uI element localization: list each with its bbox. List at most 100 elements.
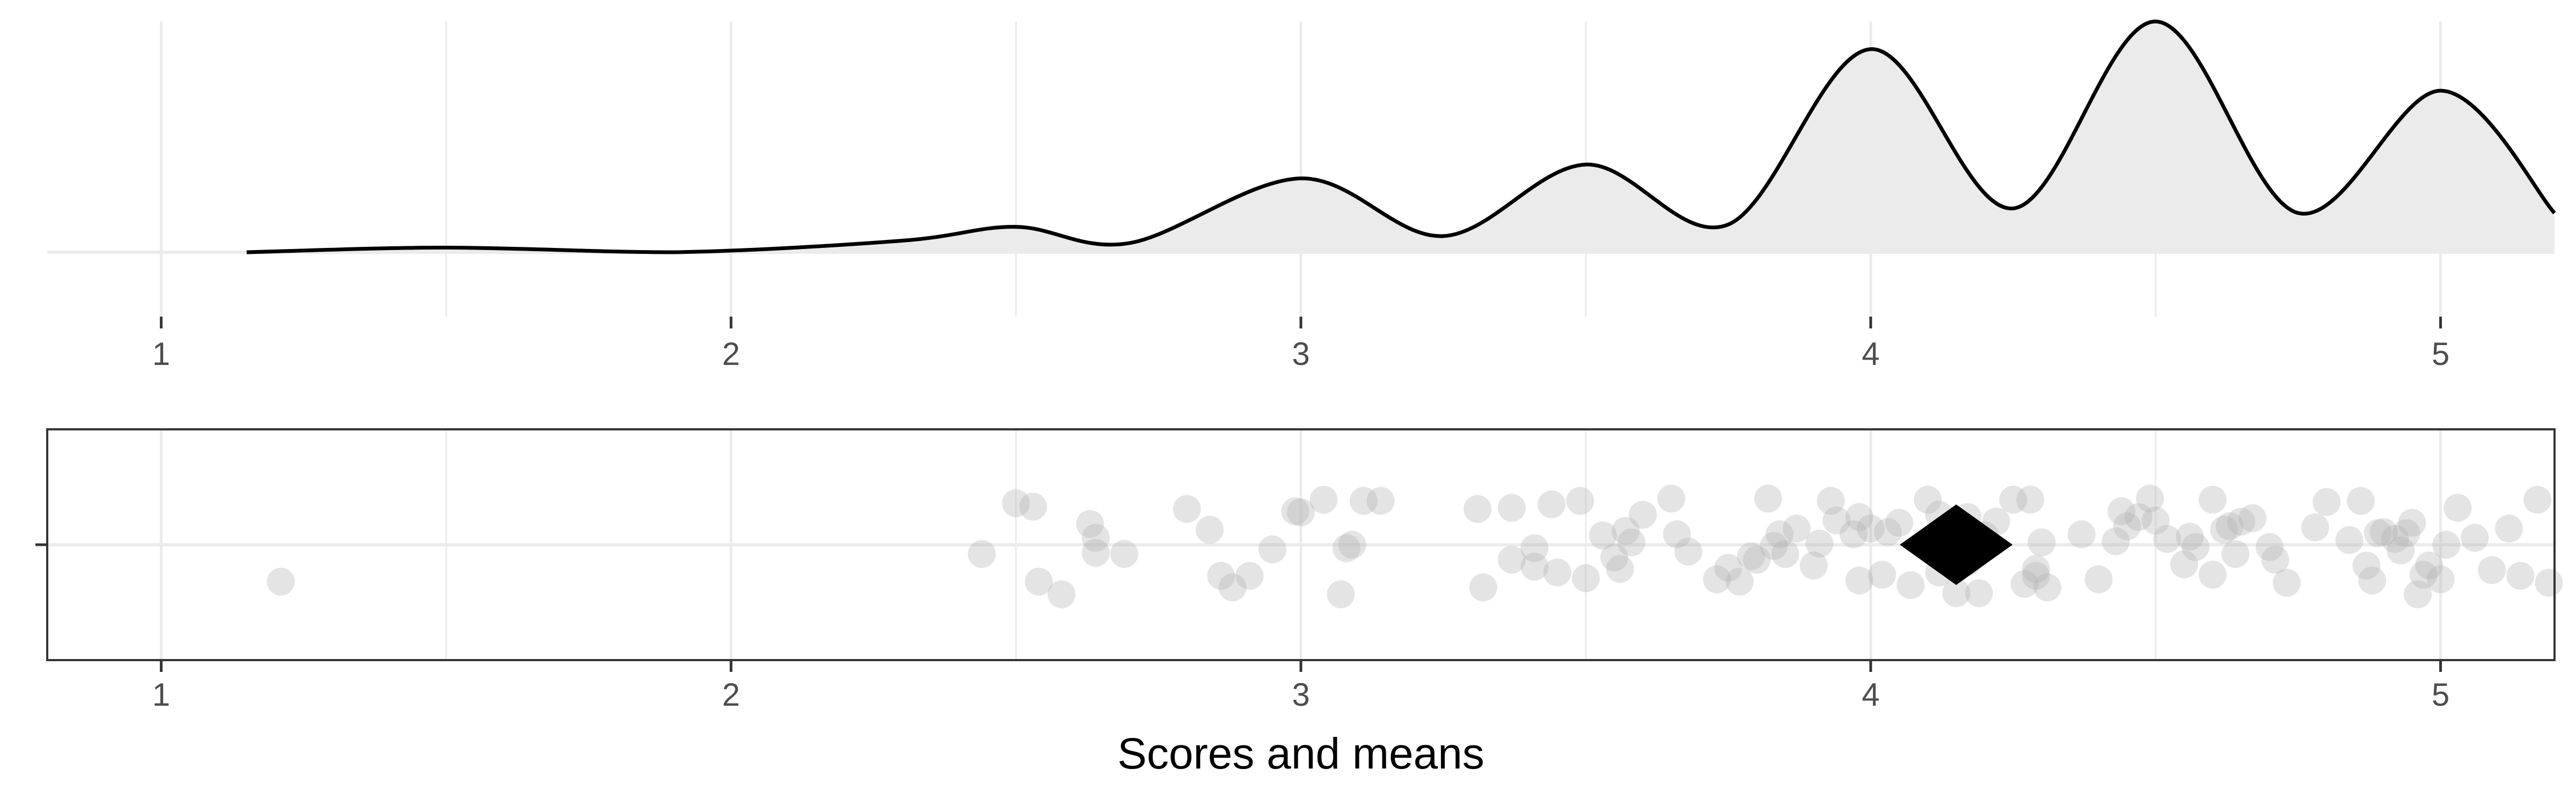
data-point — [2381, 525, 2409, 553]
data-point — [1674, 537, 1703, 566]
density-x-tick-label: 3 — [1292, 336, 1309, 372]
data-point — [1760, 532, 1788, 560]
data-point — [1349, 487, 1378, 515]
data-point — [2461, 524, 2489, 552]
data-point — [1366, 487, 1395, 515]
data-point — [2210, 516, 2238, 544]
data-point — [1856, 514, 1885, 543]
data-point — [1703, 565, 1731, 594]
data-point — [1612, 517, 1640, 545]
data-point — [1897, 571, 1925, 599]
data-point — [2176, 522, 2204, 551]
data-point — [1258, 535, 1286, 564]
data-point — [1081, 539, 1110, 567]
data-point — [2141, 506, 2170, 535]
data-point — [1817, 487, 1845, 515]
data-point — [1566, 487, 1594, 515]
data-point — [1714, 554, 1743, 582]
data-point — [1771, 540, 1799, 568]
data-point — [1048, 580, 1076, 609]
scatter-x-tick-label: 4 — [1862, 677, 1879, 713]
data-point — [2392, 519, 2420, 547]
data-point — [1617, 528, 1645, 557]
data-point — [1799, 551, 1828, 580]
data-point — [1743, 545, 1771, 574]
data-point — [1965, 579, 1993, 608]
data-point — [2227, 508, 2255, 536]
data-point — [1338, 531, 1366, 559]
data-point — [1839, 520, 1868, 548]
data-point — [1076, 510, 1104, 538]
density-x-tick-label: 4 — [1862, 336, 1879, 372]
data-point — [2506, 562, 2535, 590]
data-point — [1497, 545, 1526, 574]
data-point — [1196, 516, 1224, 544]
data-point — [2102, 527, 2130, 555]
data-point — [2523, 486, 2552, 514]
data-point — [2198, 486, 2227, 514]
data-point — [1287, 498, 1315, 526]
data-point — [2409, 560, 2438, 589]
data-point — [267, 567, 295, 596]
data-point — [1110, 540, 1138, 568]
data-point — [1538, 490, 1566, 518]
data-point — [2022, 555, 2050, 583]
data-point — [1497, 494, 1526, 522]
data-point — [2033, 573, 2061, 602]
data-point — [2415, 551, 2443, 580]
data-point — [1885, 509, 1913, 537]
data-point — [2107, 497, 2136, 525]
data-point — [2256, 533, 2284, 561]
data-point — [1520, 534, 1549, 562]
data-point — [1218, 573, 1247, 602]
scatter-panel: 1 2 3 4 5 Scores and means — [35, 428, 2563, 778]
data-point — [1942, 579, 1971, 608]
data-point — [2153, 525, 2181, 553]
data-point — [1845, 566, 1874, 595]
data-point — [2404, 580, 2432, 609]
data-point — [2478, 556, 2506, 584]
data-point — [1629, 501, 1657, 529]
data-point — [2170, 550, 2198, 579]
data-point — [2124, 503, 2153, 531]
data-point — [1845, 503, 1874, 531]
mean-diamond-marker — [1900, 504, 2013, 585]
data-point — [1309, 486, 1338, 514]
density-panel: 1 2 3 4 5 — [47, 19, 2556, 372]
data-point — [1600, 543, 1628, 572]
data-point — [1737, 542, 1765, 570]
data-point — [2335, 526, 2363, 554]
data-point — [1805, 529, 1834, 558]
scatter-gridlines — [47, 429, 2555, 660]
data-point — [2301, 513, 2330, 541]
data-point — [1765, 520, 1794, 548]
data-point — [2352, 551, 2381, 580]
data-point — [2022, 562, 2050, 590]
data-point — [2363, 519, 2392, 547]
data-point — [968, 540, 996, 568]
data-point — [2113, 512, 2141, 540]
data-point — [1782, 514, 1811, 543]
data-point — [1999, 486, 2028, 514]
data-point — [1520, 552, 1549, 581]
data-point — [2067, 520, 2096, 548]
density-x-tick-label: 2 — [722, 336, 740, 372]
scatter-x-tick-label: 2 — [722, 677, 740, 713]
data-point — [1002, 489, 1030, 517]
data-point — [2358, 566, 2387, 595]
data-point — [1543, 558, 1571, 587]
data-point — [2028, 528, 2056, 557]
data-point — [2198, 560, 2227, 589]
data-point — [1081, 524, 1110, 552]
data-point — [1332, 534, 1360, 562]
scatter-x-axis: 1 2 3 4 5 — [152, 660, 2449, 713]
data-point — [2084, 565, 2113, 594]
data-point — [1754, 485, 1782, 513]
data-point — [1469, 573, 1497, 602]
data-point — [2312, 488, 2341, 516]
data-point — [1327, 580, 1355, 609]
scatter-points — [267, 485, 2563, 609]
data-point — [1868, 560, 1897, 589]
scatter-x-tick-label: 5 — [2432, 677, 2449, 713]
